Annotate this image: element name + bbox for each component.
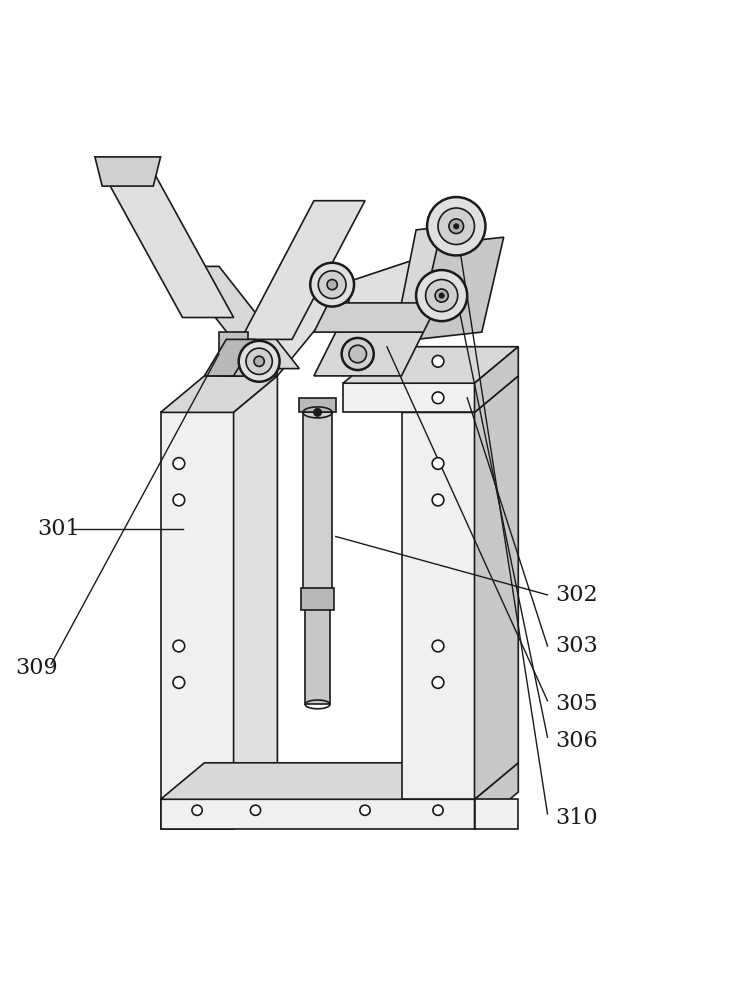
- Polygon shape: [305, 602, 330, 704]
- Circle shape: [246, 348, 272, 374]
- Polygon shape: [474, 799, 518, 828]
- Text: 309: 309: [15, 657, 58, 679]
- Polygon shape: [314, 332, 423, 376]
- Circle shape: [432, 494, 444, 506]
- Polygon shape: [314, 303, 438, 332]
- Circle shape: [426, 280, 458, 312]
- Circle shape: [439, 293, 444, 298]
- Text: 305: 305: [555, 693, 597, 715]
- Polygon shape: [102, 172, 234, 318]
- Polygon shape: [301, 588, 334, 610]
- Circle shape: [173, 458, 185, 469]
- Text: 306: 306: [555, 730, 597, 752]
- Polygon shape: [402, 376, 518, 412]
- Circle shape: [432, 640, 444, 652]
- Circle shape: [349, 345, 366, 363]
- Circle shape: [433, 805, 443, 815]
- Polygon shape: [219, 354, 277, 376]
- Circle shape: [173, 640, 185, 652]
- Circle shape: [454, 224, 458, 228]
- Polygon shape: [394, 223, 482, 339]
- Circle shape: [416, 270, 467, 321]
- Circle shape: [314, 409, 321, 416]
- Polygon shape: [234, 376, 277, 828]
- Polygon shape: [474, 376, 518, 799]
- Polygon shape: [474, 347, 518, 412]
- Circle shape: [427, 197, 485, 255]
- Circle shape: [250, 805, 261, 815]
- Circle shape: [432, 392, 444, 404]
- Polygon shape: [175, 266, 299, 369]
- Polygon shape: [161, 376, 277, 412]
- Polygon shape: [416, 237, 504, 339]
- Polygon shape: [234, 296, 343, 376]
- Circle shape: [318, 271, 346, 299]
- Circle shape: [192, 805, 202, 815]
- Circle shape: [254, 356, 264, 366]
- Circle shape: [432, 677, 444, 688]
- Circle shape: [432, 458, 444, 469]
- Polygon shape: [299, 398, 336, 412]
- Circle shape: [239, 341, 280, 382]
- Circle shape: [327, 280, 337, 290]
- Polygon shape: [343, 252, 438, 376]
- Polygon shape: [219, 332, 248, 354]
- Polygon shape: [95, 157, 161, 186]
- Polygon shape: [303, 412, 332, 602]
- Circle shape: [342, 338, 374, 370]
- Polygon shape: [474, 763, 518, 828]
- Polygon shape: [343, 347, 518, 383]
- Circle shape: [173, 677, 185, 688]
- Circle shape: [173, 494, 185, 506]
- Text: 303: 303: [555, 635, 598, 657]
- Circle shape: [432, 355, 444, 367]
- Text: 310: 310: [555, 807, 597, 829]
- Polygon shape: [241, 201, 365, 339]
- Circle shape: [435, 289, 448, 302]
- Polygon shape: [343, 383, 474, 412]
- Polygon shape: [161, 412, 234, 828]
- Polygon shape: [402, 412, 475, 799]
- Polygon shape: [204, 339, 255, 376]
- Circle shape: [310, 263, 354, 307]
- Text: 302: 302: [555, 584, 597, 606]
- Circle shape: [449, 219, 464, 234]
- Circle shape: [360, 805, 370, 815]
- Polygon shape: [161, 799, 474, 828]
- Polygon shape: [161, 763, 518, 799]
- Text: 301: 301: [37, 518, 80, 540]
- Circle shape: [438, 208, 475, 244]
